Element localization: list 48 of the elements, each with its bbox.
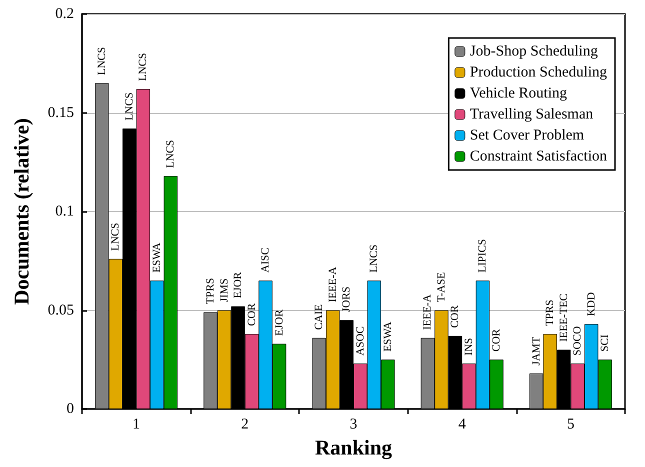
data-label: ESWA bbox=[150, 242, 163, 273]
data-label: EJOR bbox=[232, 271, 244, 298]
data-label: SCI bbox=[599, 334, 612, 352]
data-label: KDD bbox=[585, 292, 598, 316]
data-label: AISC bbox=[260, 248, 272, 273]
x-tick-label: 5 bbox=[566, 416, 574, 432]
y-tick-label: 0.2 bbox=[55, 6, 74, 22]
data-label: IEEE-A bbox=[326, 266, 339, 302]
data-label: IEEE-TEC bbox=[558, 293, 570, 342]
data-label: TPRS bbox=[204, 278, 217, 304]
y-tick-label: 0 bbox=[66, 401, 74, 417]
data-label: LIPICS bbox=[476, 239, 489, 273]
legend-label: Constraint Satisfaction bbox=[470, 148, 608, 164]
data-label: JIMS bbox=[218, 278, 230, 302]
data-label: LNCS bbox=[137, 52, 150, 82]
y-tick-label: 0.15 bbox=[48, 104, 74, 121]
data-label: T-ASE bbox=[435, 272, 448, 302]
data-label: TPRS bbox=[544, 300, 556, 326]
data-label: INS bbox=[462, 338, 475, 356]
data-label: LNCS bbox=[368, 244, 380, 273]
legend-label: Production Scheduling bbox=[470, 64, 608, 80]
x-tick-label: 1 bbox=[132, 416, 140, 432]
data-label: COR bbox=[449, 304, 462, 328]
data-label: COR bbox=[246, 302, 258, 326]
data-label: COR bbox=[490, 328, 502, 352]
y-tick-label: 0.05 bbox=[48, 302, 74, 318]
data-label: ASOC bbox=[354, 326, 366, 356]
y-tick-label: 0.1 bbox=[55, 204, 74, 220]
legend-label: Travelling Salesman bbox=[470, 106, 594, 122]
data-label: EJOR bbox=[273, 308, 286, 336]
y-axis-title: Documents (relative) bbox=[10, 118, 34, 305]
data-label: CAIE bbox=[313, 304, 326, 330]
legend-label: Vehicle Routing bbox=[470, 86, 568, 102]
x-axis-title: Ranking bbox=[314, 435, 393, 460]
data-label: JORS bbox=[340, 286, 353, 312]
legend-label: Set Cover Problem bbox=[470, 128, 584, 144]
x-tick-label: 3 bbox=[350, 416, 358, 432]
x-tick-label: 2 bbox=[241, 416, 249, 432]
data-label: IEEE-A bbox=[422, 294, 434, 330]
data-label: ESWA bbox=[382, 322, 394, 352]
data-label: JAMT bbox=[530, 336, 542, 366]
data-label: LNCS bbox=[123, 92, 136, 121]
data-label: LNCS bbox=[164, 140, 177, 168]
data-label: LNCS bbox=[96, 47, 108, 76]
legend-label: Job-Shop Scheduling bbox=[470, 44, 598, 60]
x-tick-label: 4 bbox=[458, 416, 466, 432]
data-label: LNCS bbox=[110, 222, 122, 251]
data-label: SOCO bbox=[572, 326, 584, 356]
